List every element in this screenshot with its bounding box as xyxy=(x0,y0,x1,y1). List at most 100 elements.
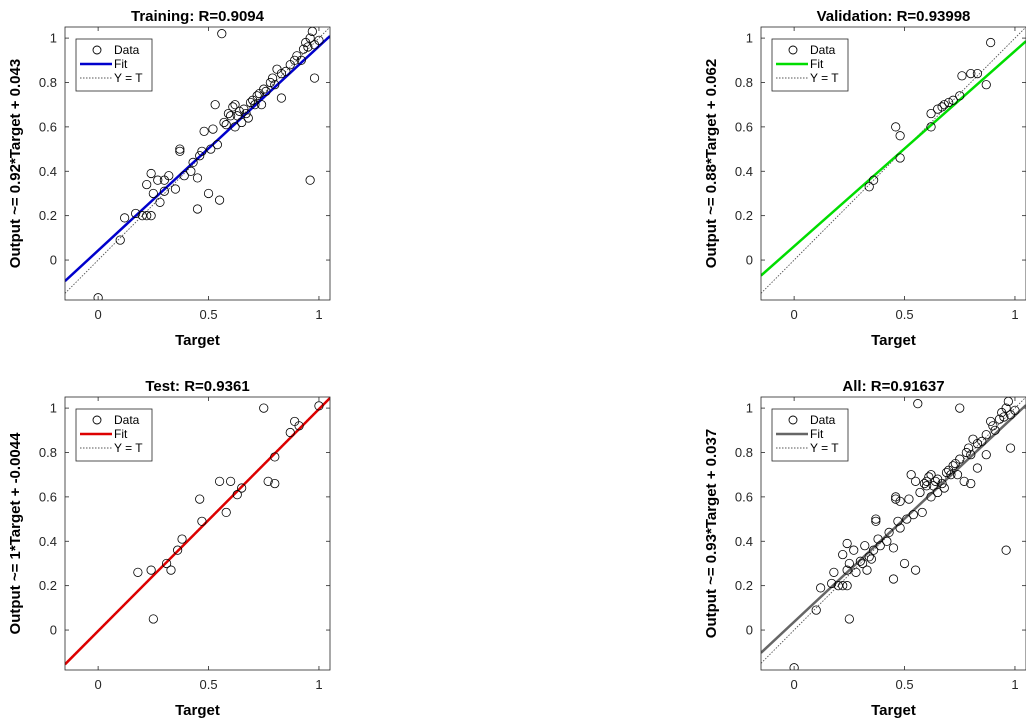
data-point xyxy=(986,37,996,48)
data-point xyxy=(305,175,315,185)
data-point xyxy=(133,567,143,577)
legend-label-identity: Y = T xyxy=(114,71,143,85)
data-point xyxy=(842,538,852,549)
legend-label-data: Data xyxy=(114,413,140,427)
plot-frame xyxy=(760,396,1026,671)
data-point xyxy=(930,476,941,486)
data-point xyxy=(895,153,905,163)
data-point xyxy=(849,545,859,555)
legend-label-data: Data xyxy=(114,43,140,57)
data-point xyxy=(893,516,903,526)
x-tick-label: 1 xyxy=(1011,677,1018,692)
data-point xyxy=(860,541,870,551)
data-point xyxy=(221,507,231,518)
legend: Data Fit Y = T xyxy=(771,408,849,462)
data-point xyxy=(955,403,965,413)
data-point xyxy=(789,663,799,670)
data-point xyxy=(276,93,287,103)
x-tick-label: 1 xyxy=(315,677,322,692)
identity-line xyxy=(65,27,330,294)
identity-line xyxy=(761,27,1026,294)
data-point xyxy=(146,168,156,179)
y-tick-label: 0.4 xyxy=(735,534,753,549)
y-tick-label: 1 xyxy=(50,401,57,416)
data-point xyxy=(245,97,256,108)
data-point xyxy=(195,494,205,504)
data-point xyxy=(888,543,899,553)
data-point xyxy=(857,558,868,569)
y-tick-label: 0.6 xyxy=(735,119,753,134)
data-point xyxy=(910,565,921,575)
marks-group xyxy=(65,27,330,300)
data-point xyxy=(120,213,130,223)
legend-label-fit: Fit xyxy=(810,427,824,441)
data-point xyxy=(276,69,287,79)
data-point xyxy=(314,35,324,45)
data-point xyxy=(902,514,912,524)
data-point xyxy=(952,470,963,480)
data-point xyxy=(933,487,943,498)
y-tick-label: 0.6 xyxy=(39,119,57,134)
data-point xyxy=(986,416,996,427)
panel-title: All: R=0.91637 xyxy=(842,378,944,395)
data-point xyxy=(937,102,947,112)
data-point xyxy=(829,567,839,577)
y-tick-label: 0.6 xyxy=(735,489,753,504)
x-tick-label: 0.5 xyxy=(896,307,914,322)
data-point xyxy=(977,436,987,446)
data-point xyxy=(906,470,916,480)
x-axis-label: Target xyxy=(871,332,916,349)
data-point xyxy=(917,507,927,518)
y-tick-label: 0.2 xyxy=(735,578,753,593)
y-tick-label: 0.8 xyxy=(735,445,753,460)
data-point xyxy=(866,554,877,564)
data-point xyxy=(946,470,956,480)
data-point xyxy=(199,126,209,136)
plot-frame xyxy=(760,26,1026,301)
data-point xyxy=(972,69,983,79)
data-point xyxy=(955,91,965,101)
x-axis-label: Target xyxy=(175,332,220,349)
data-point xyxy=(844,558,854,569)
data-point xyxy=(155,197,165,207)
data-point xyxy=(226,111,236,121)
data-point xyxy=(915,487,925,498)
panel-validation: Validation: R=0.93998 Target Output ~= 0… xyxy=(703,8,1026,349)
legend: Data Fit Y = T xyxy=(75,38,153,92)
y-axis-label: Output ~= 1*Target + -0.0044 xyxy=(7,432,24,635)
data-point xyxy=(173,545,183,555)
tick-group: 0 0.5 1 0 0.2 0.4 0.6 0.8 1 xyxy=(39,27,330,322)
data-point xyxy=(1010,405,1020,415)
data-point xyxy=(844,614,854,624)
x-tick-label: 0.5 xyxy=(200,307,218,322)
data-point xyxy=(153,175,163,185)
data-point xyxy=(166,565,176,575)
data-point xyxy=(263,476,273,486)
data-point xyxy=(838,581,848,591)
x-axis-label: Target xyxy=(175,702,220,719)
y-tick-label: 0.4 xyxy=(735,164,753,179)
data-point xyxy=(219,117,229,128)
data-point xyxy=(926,492,936,502)
data-point xyxy=(179,171,189,181)
data-point xyxy=(314,401,324,411)
panel-all: All: R=0.91637 Target Output ~= 0.93*Tar… xyxy=(703,378,1026,719)
y-tick-label: 0.2 xyxy=(735,208,753,223)
data-point xyxy=(296,55,306,65)
data-point xyxy=(243,113,253,123)
fit-line xyxy=(761,404,1026,654)
y-tick-label: 0.4 xyxy=(39,534,57,549)
data-point xyxy=(146,565,156,575)
y-tick-label: 1 xyxy=(746,401,753,416)
tick-group: 0 0.5 1 0 0.2 0.4 0.6 0.8 1 xyxy=(735,27,1026,322)
data-point xyxy=(186,166,196,176)
data-point xyxy=(203,188,214,199)
data-point xyxy=(230,122,240,132)
data-point xyxy=(146,211,156,221)
data-point xyxy=(933,104,943,114)
data-point xyxy=(237,117,247,128)
data-point xyxy=(290,55,300,65)
data-point xyxy=(833,581,843,591)
data-point xyxy=(926,470,936,480)
